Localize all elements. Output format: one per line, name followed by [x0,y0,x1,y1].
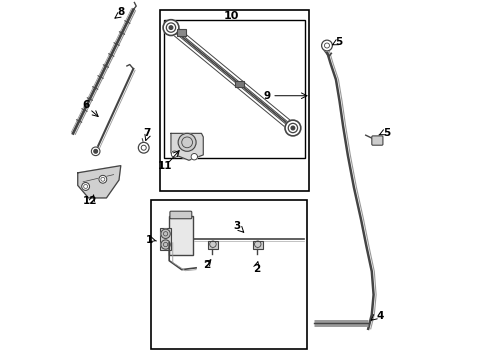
Text: 8: 8 [117,7,124,17]
Text: 6: 6 [82,100,89,110]
Text: 4: 4 [376,311,383,320]
Circle shape [81,183,89,190]
Circle shape [91,147,100,156]
Circle shape [169,26,172,30]
Circle shape [161,240,170,249]
Text: 10: 10 [224,11,239,21]
Bar [252,241,262,249]
Circle shape [285,120,300,136]
Bar [177,30,186,36]
Text: 11: 11 [157,161,172,171]
Text: 5: 5 [334,37,342,47]
Circle shape [138,142,149,153]
Bar [160,228,171,250]
Text: 12: 12 [83,196,97,206]
Polygon shape [171,134,203,160]
Bar [234,81,244,87]
Circle shape [321,40,332,51]
Text: 3: 3 [233,221,241,231]
FancyBboxPatch shape [169,211,191,219]
Bar [163,21,305,158]
Circle shape [99,175,106,183]
Text: 9: 9 [263,91,270,101]
Circle shape [94,149,97,153]
Bar [151,200,306,348]
Polygon shape [78,166,121,198]
Circle shape [171,151,178,157]
Circle shape [161,229,170,238]
FancyBboxPatch shape [371,136,382,145]
Circle shape [191,153,197,160]
Bar [160,10,308,191]
Circle shape [163,20,179,36]
Text: 1: 1 [145,235,152,245]
Bar [169,216,192,255]
Circle shape [178,134,196,151]
Circle shape [290,126,294,130]
Text: 2: 2 [253,264,260,274]
Text: 2: 2 [203,260,210,270]
Text: 7: 7 [143,129,150,138]
Bar [207,241,218,249]
Text: 5: 5 [383,128,390,138]
